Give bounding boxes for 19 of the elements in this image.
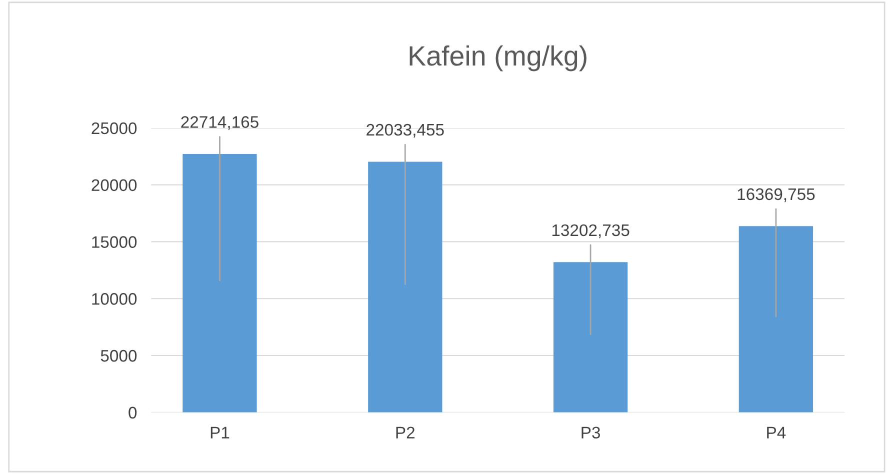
x-tick-label: P1 bbox=[210, 426, 230, 438]
data-label: 22714,165 bbox=[181, 116, 258, 130]
y-tick-label: 5000 bbox=[100, 350, 137, 362]
y-tick-label: 20000 bbox=[92, 179, 137, 192]
bar bbox=[738, 226, 814, 412]
bar bbox=[553, 262, 628, 412]
data-label: 22033,455 bbox=[366, 124, 444, 138]
x-tick-label: P3 bbox=[582, 426, 600, 439]
x-tick-label: P4 bbox=[767, 426, 786, 438]
y-tick-label: 0 bbox=[128, 406, 137, 419]
chart-title: Kafein (mg/kg) bbox=[410, 45, 586, 72]
data-label: 13202,735 bbox=[552, 224, 630, 238]
bar bbox=[368, 162, 442, 412]
y-tick-label: 25000 bbox=[92, 122, 137, 134]
y-tick-label: 10000 bbox=[92, 293, 137, 305]
bar bbox=[182, 154, 257, 412]
y-tick-label: 15000 bbox=[92, 236, 137, 248]
x-tick-label: P2 bbox=[396, 426, 414, 438]
data-label: 16369,755 bbox=[738, 188, 815, 202]
